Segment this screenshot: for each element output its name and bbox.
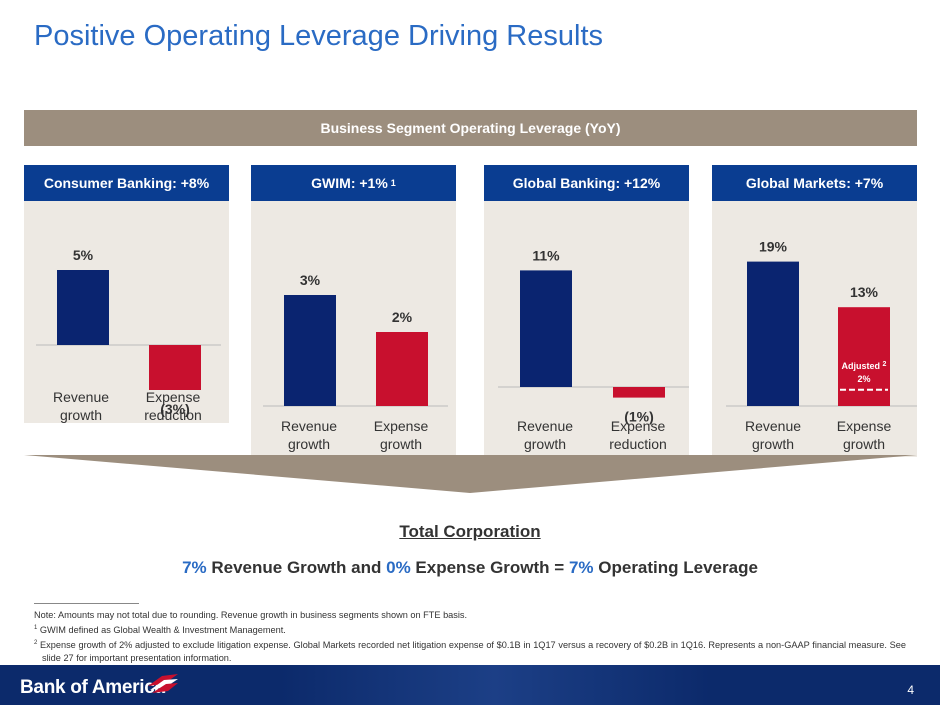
total-corporation-title: Total Corporation [399,522,541,541]
chart-area: 3% 2% Revenue growth Expense growth [251,201,456,457]
data-label: 5% [73,247,94,263]
flag-logo-icon [148,674,178,693]
category-label: Expense growth [373,418,429,452]
category-label: Revenue growth [52,389,110,423]
panel-header: GWIM: +1% 1 [251,165,456,201]
footnotes: Note: Amounts may not total due to round… [34,609,906,665]
panel-global-markets: Global Markets: +7% 19% 13% Adjusted 2 2% R… [712,165,917,457]
bar-chart: 5% (3%) [36,247,221,417]
data-label: (1%) [624,409,654,425]
footnote-2: 2 Expense growth of 2% adjusted to exclu… [34,640,906,664]
bar-chart: 11% (1%) [498,247,689,425]
category-label: Revenue growth [744,418,802,452]
section-banner: Business Segment Operating Leverage (YoY… [24,110,917,146]
chart-area: 11% (1%) Revenue growth Expense reduction [484,201,689,457]
footnote-divider [34,603,139,604]
panel-header: Consumer Banking: +8% [24,165,229,201]
data-label: 13% [850,284,879,300]
category-label: Revenue growth [280,418,338,452]
category-label: Revenue growth [516,418,574,452]
bar-chart: 3% 2% [263,272,448,407]
bar-chart: 19% 13% Adjusted 2 2% [726,239,917,407]
bar [376,332,428,406]
bar [613,387,665,398]
adjusted-label: Adjusted 2 [842,361,887,371]
bar [57,270,109,345]
panel-header: Global Markets: +7% [712,165,917,201]
data-label: 3% [300,272,321,288]
bar [284,295,336,406]
panel-consumer-banking: Consumer Banking: +8% 5% (3%) Revenue gro… [24,165,229,423]
bar [838,307,890,406]
bank-logo: Bank of America [20,677,165,698]
data-label: 2% [392,309,413,325]
chart-area: 5% (3%) Revenue growth Expense reduction [24,201,229,423]
bar [149,345,201,390]
data-label: 19% [759,239,788,255]
category-label: Expense reduction [144,389,202,423]
adjusted-value-label: 2% [857,374,870,384]
panel-gwim: GWIM: +1% 1 3% 2% Revenue growth Expense g… [251,165,456,457]
chart-area: 19% 13% Adjusted 2 2% Revenue growth Expens… [712,201,917,457]
footnote-1: 1 GWIM defined as Global Wealth & Invest… [34,625,286,636]
category-label: Expense growth [836,418,892,452]
footer-bar [0,665,940,705]
bar [520,270,572,387]
summary-arrow [24,455,917,493]
data-label: (3%) [160,401,190,417]
panel-global-banking: Global Banking: +12% 11% (1%) Revenue gro… [484,165,689,457]
total-corporation-summary: 7% Revenue Growth and 0% Expense Growth … [182,558,758,577]
bar [747,261,799,406]
page-title: Positive Operating Leverage Driving Resu… [34,20,603,52]
panel-header: Global Banking: +12% [484,165,689,201]
page-number: 4 [907,683,914,697]
data-label: 11% [532,247,560,263]
note-text: Note: Amounts may not total due to round… [34,610,468,620]
category-label: Expense reduction [609,418,667,452]
